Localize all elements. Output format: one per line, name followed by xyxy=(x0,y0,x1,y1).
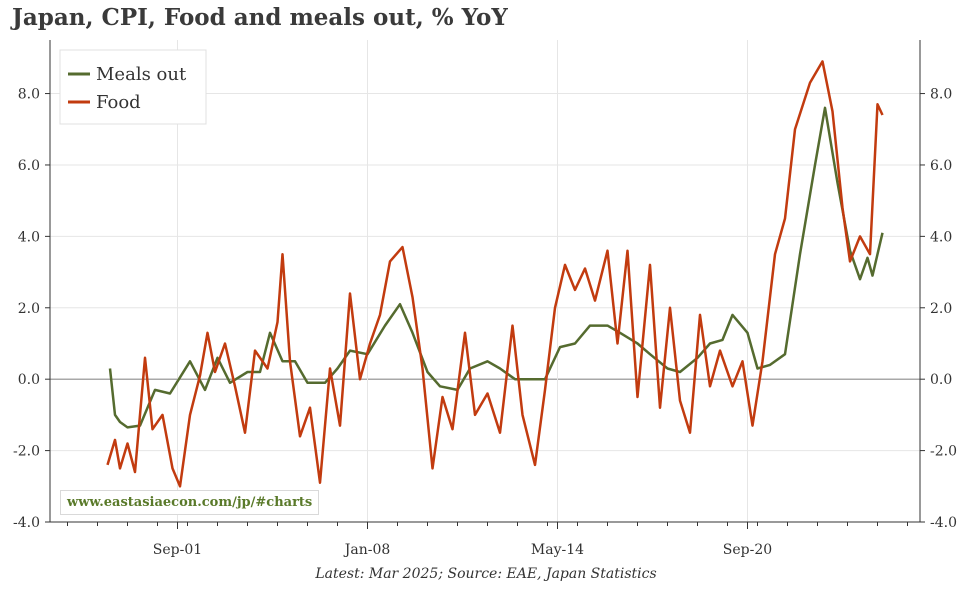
y-tick-label-left: 2.0 xyxy=(18,301,40,317)
x-tick-label: Sep-20 xyxy=(723,542,772,558)
y-tick-label-right: 4.0 xyxy=(930,229,952,245)
legend-box xyxy=(59,49,207,125)
y-tick-label-right: -4.0 xyxy=(930,515,957,531)
watermark-label: www.eastasiaecon.com/jp/#charts xyxy=(60,490,320,515)
y-tick-label-right: -2.0 xyxy=(930,444,957,460)
chart-title: Japan, CPI, Food and meals out, % YoY xyxy=(12,4,508,31)
y-tick-label-left: 8.0 xyxy=(18,87,40,103)
axes-layer: -4.0 -4.0 -2.0 -2.0 0.0 0.0 2.0 2.0 4.0 4.0 6.0 6.0… xyxy=(13,40,957,558)
y-tick-label-left: -4.0 xyxy=(13,515,40,531)
series-line-food xyxy=(106,60,884,488)
x-tick-label: Jan-08 xyxy=(343,542,391,558)
y-tick-label-right: 0.0 xyxy=(930,372,952,388)
legend: Meals out Food xyxy=(59,49,207,125)
y-tick-label-left: 6.0 xyxy=(18,158,40,174)
source-note: Latest: Mar 2025; Source: EAE, Japan Sta… xyxy=(315,566,657,582)
series-layer xyxy=(106,60,884,488)
y-tick-label-left: -2.0 xyxy=(13,444,40,460)
legend-label-food: Food xyxy=(96,92,141,113)
y-tick-label-left: 4.0 xyxy=(18,229,40,245)
x-tick-label: Sep-01 xyxy=(153,542,202,558)
y-tick-label-right: 6.0 xyxy=(930,158,952,174)
y-tick-label-right: 8.0 xyxy=(930,87,952,103)
x-tick-label: May-14 xyxy=(531,542,584,558)
y-tick-label-left: 0.0 xyxy=(18,372,40,388)
y-tick-label-right: 2.0 xyxy=(930,301,952,317)
legend-label-meals-out: Meals out xyxy=(96,64,187,85)
